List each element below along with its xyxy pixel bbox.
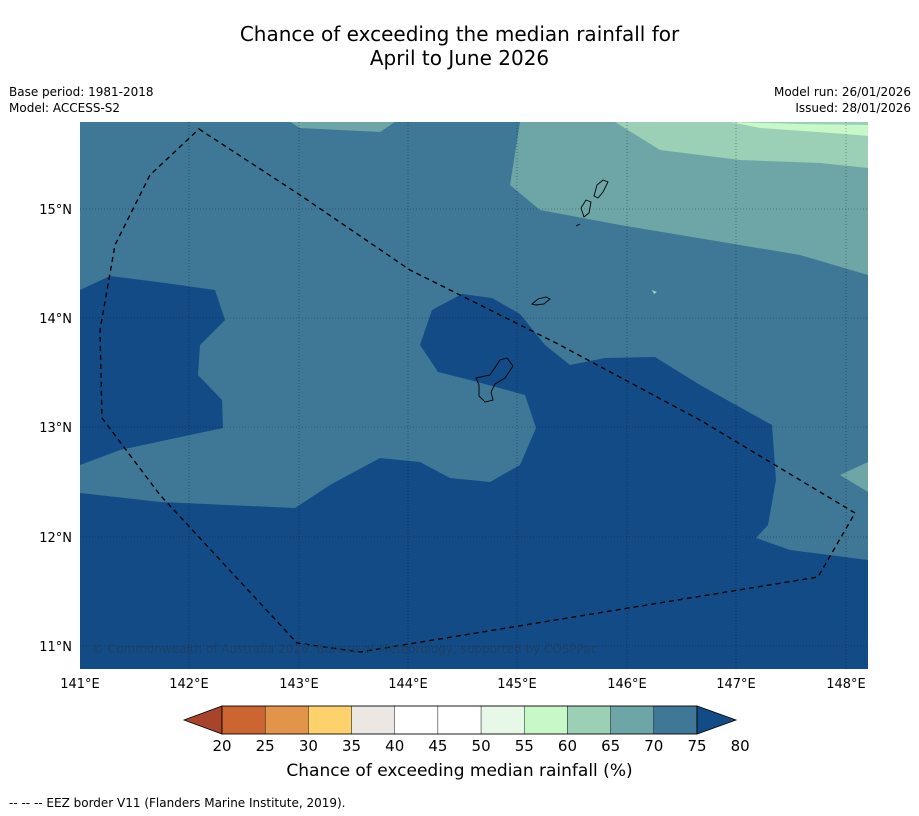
lat-label-12n: 12°N bbox=[39, 531, 72, 546]
colorbar-cell bbox=[567, 705, 611, 735]
band-70-75-east bbox=[840, 462, 868, 492]
colorbar-tick-label: 70 bbox=[644, 737, 663, 755]
eez-footnote: -- -- -- EEZ border V11 (Flanders Marine… bbox=[9, 796, 346, 810]
lat-label-14n: 14°N bbox=[39, 312, 72, 327]
colorbar-tick-label: 20 bbox=[212, 737, 231, 755]
copyright-text: © Commonwealth of Australia 2026, Bureau… bbox=[92, 642, 597, 656]
colorbar: 20 25 30 35 40 45 50 55 60 65 70 75 80 bbox=[182, 705, 750, 755]
eez-border-line bbox=[99, 128, 856, 653]
colorbar-cells bbox=[221, 705, 698, 735]
map-plot-area: © Commonwealth of Australia 2026, Bureau… bbox=[80, 122, 868, 669]
colorbar-tick-label: 30 bbox=[299, 737, 318, 755]
colorbar-cell bbox=[480, 705, 525, 735]
colorbar-ticks: 20 25 30 35 40 45 50 55 60 65 70 75 80 bbox=[212, 737, 749, 755]
colorbar-cell bbox=[437, 705, 482, 735]
saipan-island bbox=[593, 179, 609, 199]
colorbar-cell bbox=[524, 705, 568, 735]
lon-label-141e: 141°E bbox=[60, 677, 100, 692]
colorbar-cell bbox=[610, 705, 655, 735]
issued-date: Issued: 28/01/2026 bbox=[795, 101, 911, 115]
colorbar-tick-label: 50 bbox=[472, 737, 491, 755]
latitude-labels: 15°N 14°N 13°N 12°N 11°N bbox=[39, 203, 72, 655]
colorbar-tick-label: 35 bbox=[342, 737, 361, 755]
band-above-80-main bbox=[80, 294, 868, 669]
band-65-70 bbox=[615, 122, 868, 168]
colorbar-tick-label: 60 bbox=[558, 737, 577, 755]
band-65-70-dot bbox=[652, 290, 657, 294]
colorbar-tick-label: 75 bbox=[687, 737, 706, 755]
tinian-island bbox=[580, 199, 592, 218]
guam-island bbox=[475, 357, 514, 403]
lon-label-147e: 147°E bbox=[716, 677, 756, 692]
lon-label-144e: 144°E bbox=[388, 677, 428, 692]
rota-island bbox=[531, 296, 551, 306]
title-line-2: April to June 2026 bbox=[369, 46, 550, 70]
colorbar-label: Chance of exceeding median rainfall (%) bbox=[286, 761, 633, 781]
colorbar-tick-label: 45 bbox=[428, 737, 447, 755]
colorbar-cell bbox=[653, 705, 698, 735]
colorbar-over-arrow bbox=[696, 705, 738, 735]
colorbar-tick-label: 65 bbox=[601, 737, 620, 755]
band-60-65 bbox=[730, 122, 868, 136]
colorbar-cell bbox=[308, 705, 352, 735]
meta-right: Model run: 26/01/2026 Issued: 28/01/2026 bbox=[774, 84, 911, 116]
meta-left: Base period: 1981-2018 Model: ACCESS-S2 bbox=[9, 84, 154, 116]
base-period: Base period: 1981-2018 bbox=[9, 85, 154, 99]
model-name: Model: ACCESS-S2 bbox=[9, 101, 121, 115]
colorbar-tick-label: 25 bbox=[256, 737, 275, 755]
lat-label-15n: 15°N bbox=[39, 203, 72, 218]
colorbar-cell bbox=[264, 705, 309, 735]
colorbar-cell bbox=[394, 705, 439, 735]
title-line-1: Chance of exceeding the median rainfall … bbox=[239, 22, 680, 46]
lon-label-148e: 148°E bbox=[826, 677, 866, 692]
colorbar-cell bbox=[221, 705, 266, 735]
model-run: Model run: 26/01/2026 bbox=[773, 85, 911, 99]
aguijan-island bbox=[575, 223, 581, 227]
lon-label-142e: 142°E bbox=[169, 677, 209, 692]
colorbar-tick-label: 40 bbox=[385, 737, 404, 755]
band-70-75-north bbox=[290, 122, 868, 275]
colorbar-cell bbox=[351, 705, 395, 735]
colorbar-tick-label: 80 bbox=[731, 737, 750, 755]
map-title: Chance of exceeding the median rainfall … bbox=[0, 22, 919, 70]
lon-label-143e: 143°E bbox=[279, 677, 319, 692]
colorbar-under-arrow bbox=[182, 705, 223, 735]
lat-label-13n: 13°N bbox=[39, 421, 72, 436]
graticule bbox=[80, 122, 868, 669]
lon-label-146e: 146°E bbox=[607, 677, 647, 692]
colorbar-tick-label: 55 bbox=[515, 737, 534, 755]
lat-label-11n: 11°N bbox=[39, 640, 72, 655]
islands bbox=[475, 179, 609, 403]
colorbar-frame bbox=[221, 705, 698, 735]
band-70-75-strip bbox=[290, 122, 395, 132]
longitude-labels: 141°E 142°E 143°E 144°E 145°E 146°E 147°… bbox=[60, 677, 866, 692]
lon-label-145e: 145°E bbox=[497, 677, 537, 692]
